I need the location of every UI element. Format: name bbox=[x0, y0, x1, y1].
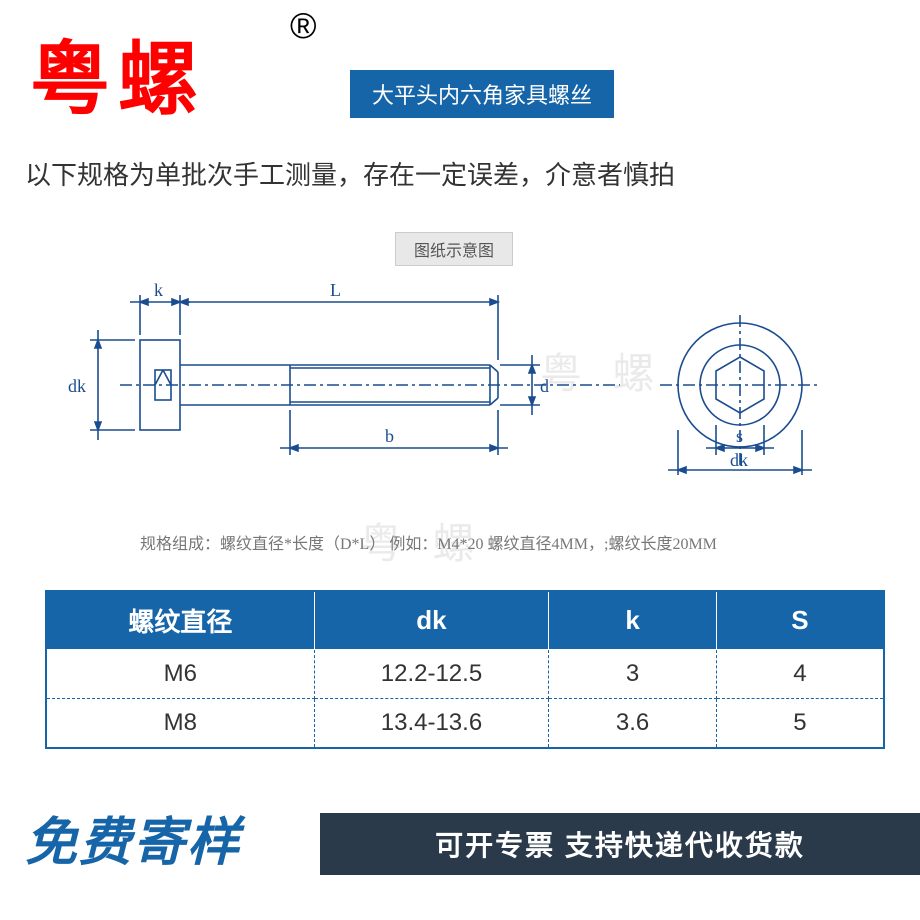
footer-dark-banner: 可开专票 支持快递代收货款 bbox=[320, 813, 920, 875]
product-title-badge: 大平头内六角家具螺丝 bbox=[350, 70, 614, 118]
th-S: S bbox=[716, 591, 884, 650]
dim-dk-front: dk bbox=[730, 450, 748, 470]
dim-k: k bbox=[154, 280, 163, 300]
dim-d: d bbox=[540, 376, 549, 396]
diagram-caption: 图纸示意图 bbox=[395, 232, 513, 266]
dim-L: L bbox=[330, 280, 341, 300]
table-row: M6 12.2-12.5 3 4 bbox=[46, 650, 884, 699]
th-k: k bbox=[549, 591, 717, 650]
dim-s: s bbox=[736, 426, 743, 446]
spec-table: 螺纹直径 dk k S M6 12.2-12.5 3 4 M8 13.4-13.… bbox=[45, 590, 885, 749]
footer: 免费寄样 可开专票 支持快递代收货款 bbox=[0, 795, 920, 875]
table-row: M8 13.4-13.6 3.6 5 bbox=[46, 699, 884, 749]
dim-dk-side: dk bbox=[68, 376, 86, 396]
free-sample-text: 免费寄样 bbox=[25, 800, 241, 875]
spec-composition-note: 规格组成：螺纹直径*长度（D*L） 例如：M4*20 螺纹直径4MM，;螺纹长度… bbox=[140, 530, 717, 554]
measurement-note: 以下规格为单批次手工测量，存在一定误差，介意者慎拍 bbox=[25, 155, 675, 192]
brand-logo: 粤螺 bbox=[30, 15, 206, 131]
registered-mark: ® bbox=[290, 5, 317, 47]
th-diameter: 螺纹直径 bbox=[46, 591, 314, 650]
dim-b: b bbox=[385, 426, 394, 446]
th-dk: dk bbox=[314, 591, 549, 650]
technical-diagram: k L dk d b s dk bbox=[60, 280, 880, 480]
